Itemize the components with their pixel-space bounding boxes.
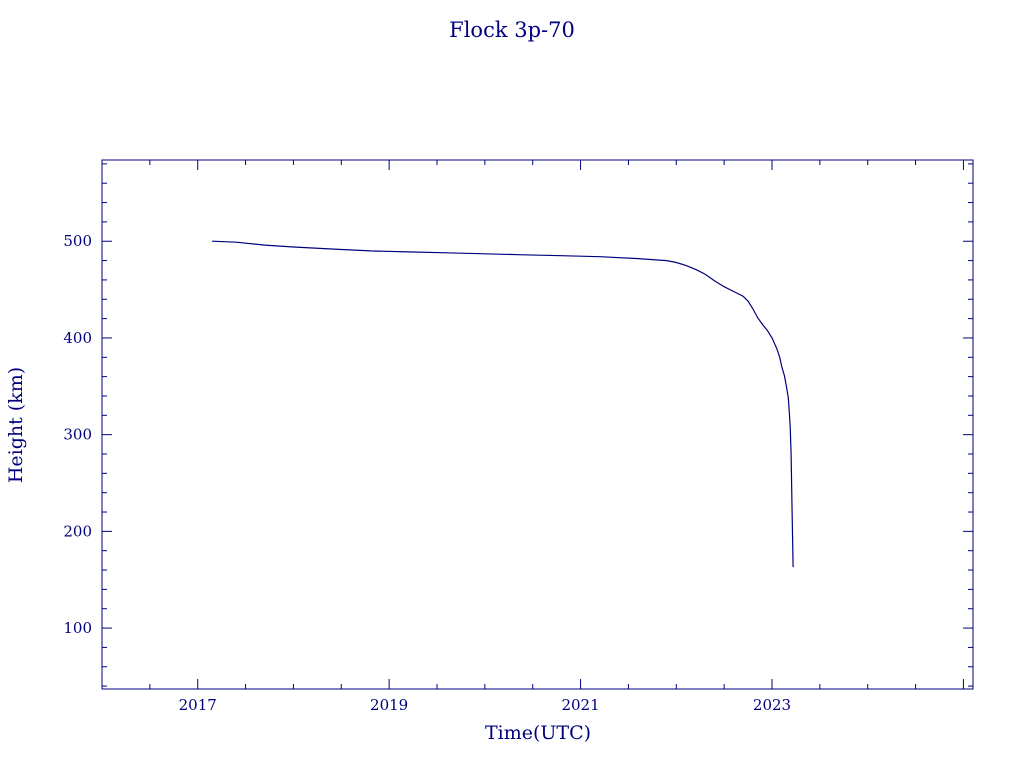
y-tick-label: 500 (63, 232, 92, 250)
y-tick-label: 100 (63, 619, 92, 637)
tick-marks (101, 160, 973, 689)
x-axis-label: Time(UTC) (485, 722, 591, 744)
y-tick-label: 200 (63, 522, 92, 540)
tick-labels: 2017 2019 2021 2023 100 200 300 400 500 (63, 232, 791, 714)
series-line (212, 240, 794, 568)
x-tick-label: 2017 (179, 696, 217, 714)
y-tick-label: 300 (63, 426, 92, 444)
plot-frame (101, 159, 974, 690)
chart-title: Flock 3p-70 (449, 18, 575, 42)
x-tick-label: 2019 (370, 696, 408, 714)
y-tick-label: 400 (63, 329, 92, 347)
x-tick-label: 2023 (753, 696, 791, 714)
x-tick-label: 2021 (561, 696, 599, 714)
y-axis-label: Height (km) (5, 367, 27, 483)
